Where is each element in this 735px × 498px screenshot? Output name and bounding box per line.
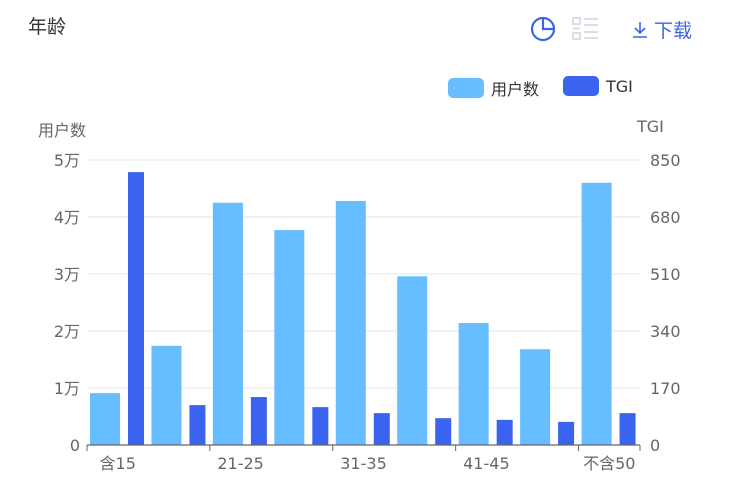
download-icon [633, 21, 647, 38]
x-tick-label: 不含50 [583, 454, 635, 473]
right-tick-label: 680 [650, 208, 681, 227]
bar-users [458, 323, 489, 445]
right-tick-label: 340 [650, 322, 681, 341]
x-tick-label: 21-25 [217, 454, 264, 473]
left-tick-label: 4万 [54, 208, 80, 227]
left-tick-label: 1万 [54, 379, 80, 398]
bar-tgi [619, 413, 636, 445]
right-tick-label: 850 [650, 151, 681, 170]
bar-users [151, 345, 182, 445]
x-tick-label: 41-45 [463, 454, 510, 473]
left-tick-label: 5万 [54, 151, 80, 170]
legend-swatch [563, 76, 599, 96]
bar-tgi [189, 405, 206, 445]
right-tick-label: 0 [650, 436, 660, 455]
bar-users [212, 202, 243, 445]
x-tick-label: 31-35 [340, 454, 387, 473]
list-icon[interactable] [571, 16, 599, 46]
x-tick-label: 含15 [100, 454, 136, 473]
legend-swatch [448, 78, 484, 98]
bar-tgi [435, 418, 452, 445]
left-tick-label: 3万 [54, 265, 80, 284]
left-tick-label: 2万 [54, 322, 80, 341]
bar-tgi [496, 419, 513, 445]
download-label: 下载 [654, 20, 693, 42]
legend-label: 用户数 [491, 80, 540, 99]
bar-tgi [373, 413, 390, 445]
right-tick-label: 510 [650, 265, 681, 284]
bar-users [274, 230, 305, 445]
pie-chart-icon[interactable] [530, 16, 556, 46]
bar-users [90, 393, 120, 445]
bar-tgi [312, 407, 329, 445]
left-axis-name: 用户数 [38, 121, 87, 140]
right-axis-name: TGI [637, 117, 664, 136]
bar-users [335, 201, 366, 445]
bar-users [581, 182, 612, 446]
download-button[interactable]: 下载 [632, 16, 692, 43]
legend-item-users[interactable]: 用户数 [448, 76, 539, 100]
card-title: 年龄 [28, 16, 67, 38]
bar-tgi [128, 172, 144, 445]
legend-label: TGI [606, 76, 633, 96]
bar-users [397, 276, 428, 445]
bar-tgi [558, 421, 575, 445]
bar-tgi [250, 397, 267, 445]
legend-item-tgi[interactable]: TGI [563, 76, 633, 96]
right-tick-label: 170 [650, 379, 681, 398]
left-tick-label: 0 [70, 436, 80, 455]
bar-users [520, 349, 551, 445]
